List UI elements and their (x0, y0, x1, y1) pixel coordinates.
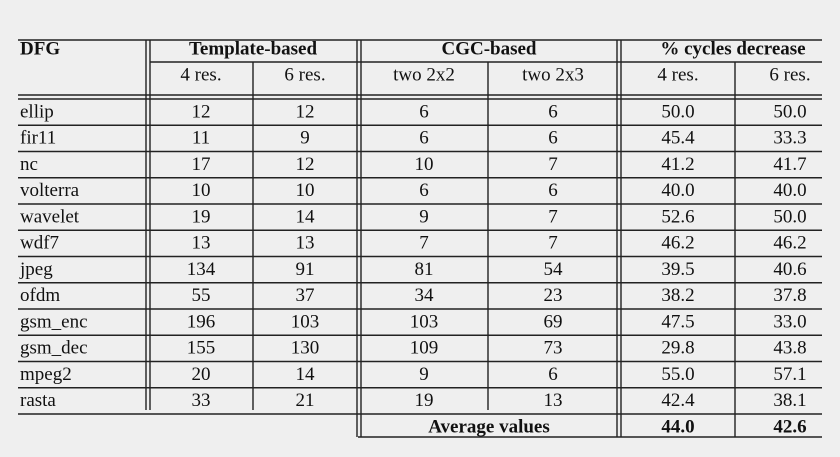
cell: 41.7 (773, 154, 806, 175)
row-label: gsm_enc (20, 311, 88, 332)
subheader: 6 res. (284, 64, 325, 85)
cell: 46.2 (661, 233, 694, 254)
cell: 55 (192, 285, 211, 306)
cell: 10 (192, 180, 211, 201)
cell: 33.0 (773, 311, 806, 332)
cell: 41.2 (661, 154, 694, 175)
cell: 10 (415, 154, 434, 175)
cell: 38.2 (661, 285, 694, 306)
cell: 6 (419, 101, 429, 122)
row-label: jpeg (19, 259, 53, 280)
cell: 19 (192, 206, 211, 227)
cell: 54 (544, 259, 564, 280)
cell: 55.0 (661, 364, 694, 385)
cell: 39.5 (661, 259, 694, 280)
cell: 196 (187, 311, 216, 332)
cell: 12 (192, 101, 211, 122)
row-label: ofdm (20, 285, 60, 306)
cell: 13 (296, 233, 315, 254)
cell: 10 (296, 180, 315, 201)
cell: 21 (296, 390, 315, 411)
cell: 81 (415, 259, 434, 280)
cell: 50.0 (773, 206, 806, 227)
cell: 155 (187, 338, 216, 359)
cell: 43.8 (773, 338, 806, 359)
subheader: 4 res. (657, 64, 698, 85)
cell: 7 (548, 154, 558, 175)
subheader: two 2x3 (522, 64, 584, 85)
cell: 7 (548, 206, 558, 227)
cell: 40.0 (773, 180, 806, 201)
row-label: wavelet (20, 206, 80, 227)
cell: 14 (296, 206, 316, 227)
average-label: Average values (428, 416, 550, 437)
cell: 109 (410, 338, 439, 359)
header-cell: DFG (20, 38, 60, 59)
cell: 46.2 (773, 233, 806, 254)
cell: 33.3 (773, 128, 806, 149)
cell: 9 (300, 128, 310, 149)
cell: 6 (548, 180, 558, 201)
cell: 9 (419, 364, 429, 385)
row-label: fir11 (20, 128, 56, 149)
cell: 37 (296, 285, 315, 306)
cell: 52.6 (661, 206, 694, 227)
row-label: ellip (20, 101, 54, 122)
group-header: % cycles decrease (660, 38, 805, 59)
cell: 69 (544, 311, 563, 332)
row-label: rasta (20, 390, 56, 411)
cell: 40.6 (773, 259, 806, 280)
cell: 6 (548, 128, 558, 149)
average-value: 42.6 (773, 416, 806, 437)
cell: 37.8 (773, 285, 806, 306)
row-label: mpeg2 (20, 364, 72, 385)
subheader: 6 res. (769, 64, 810, 85)
cell: 130 (291, 338, 320, 359)
cell: 12 (296, 101, 315, 122)
subheader: 4 res. (180, 64, 221, 85)
cell: 6 (548, 364, 558, 385)
cell: 103 (291, 311, 320, 332)
cell: 45.4 (661, 128, 695, 149)
cell: 38.1 (773, 390, 806, 411)
cell: 57.1 (773, 364, 806, 385)
row-label: wdf7 (20, 233, 59, 254)
cell: 33 (192, 390, 211, 411)
cell: 50.0 (661, 101, 694, 122)
cell: 6 (419, 128, 429, 149)
cell: 7 (419, 233, 429, 254)
row-label: volterra (20, 180, 80, 201)
cell: 23 (544, 285, 563, 306)
cell: 6 (548, 101, 558, 122)
group-header: CGC-based (441, 38, 536, 59)
cell: 34 (415, 285, 435, 306)
average-value: 44.0 (661, 416, 694, 437)
row-label: nc (20, 154, 38, 175)
cell: 134 (187, 259, 216, 280)
cell: 20 (192, 364, 211, 385)
cell: 91 (296, 259, 315, 280)
subheader: two 2x2 (393, 64, 455, 85)
cell: 7 (548, 233, 558, 254)
cell: 29.8 (661, 338, 694, 359)
cell: 13 (544, 390, 563, 411)
cell: 47.5 (661, 311, 694, 332)
cell: 12 (296, 154, 315, 175)
cell: 19 (415, 390, 434, 411)
cell: 50.0 (773, 101, 806, 122)
group-header: Template-based (189, 38, 318, 59)
cell: 9 (419, 206, 429, 227)
cell: 73 (544, 338, 563, 359)
row-label: gsm_dec (20, 338, 88, 359)
cell: 6 (419, 180, 429, 201)
cell: 103 (410, 311, 439, 332)
cell: 11 (192, 128, 210, 149)
cell: 40.0 (661, 180, 694, 201)
cell: 17 (192, 154, 211, 175)
cell: 14 (296, 364, 316, 385)
cell: 42.4 (661, 390, 695, 411)
cell: 13 (192, 233, 211, 254)
